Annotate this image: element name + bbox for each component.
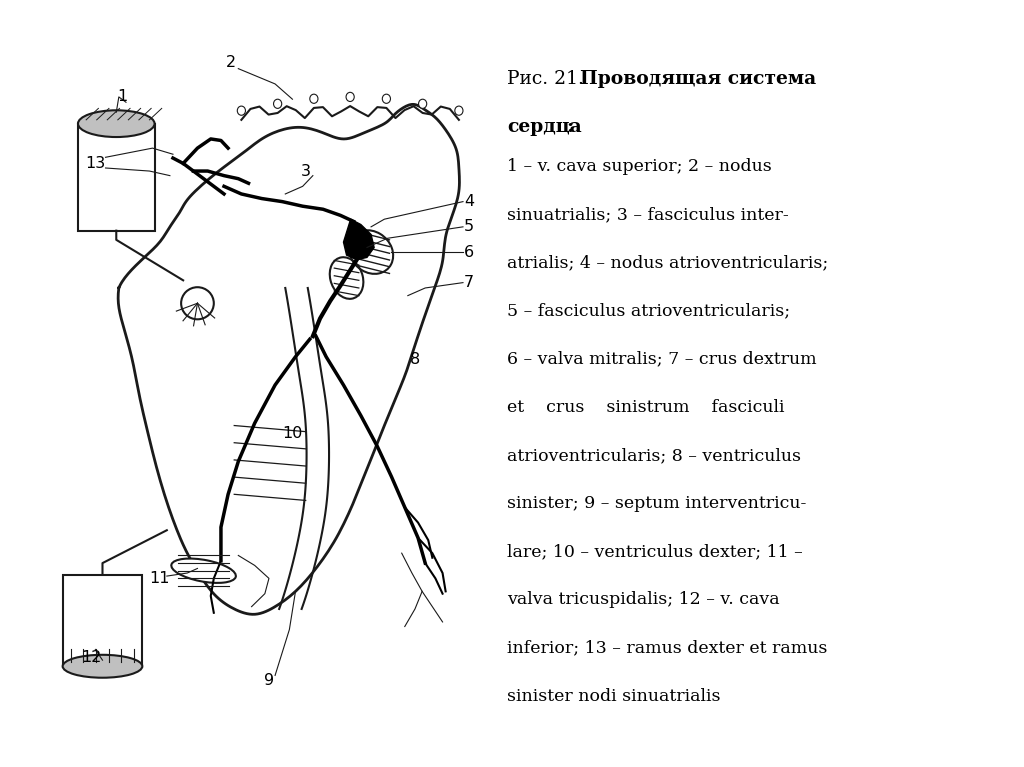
Text: 6: 6 bbox=[464, 245, 474, 259]
Text: sinister nodi sinuatrialis: sinister nodi sinuatrialis bbox=[507, 688, 721, 705]
Ellipse shape bbox=[346, 92, 354, 101]
Ellipse shape bbox=[310, 94, 318, 104]
Text: 13: 13 bbox=[85, 156, 105, 171]
Ellipse shape bbox=[181, 287, 214, 319]
Ellipse shape bbox=[382, 94, 390, 104]
Text: 5: 5 bbox=[464, 219, 474, 235]
Text: lare; 10 – ventriculus dexter; 11 –: lare; 10 – ventriculus dexter; 11 – bbox=[507, 543, 803, 560]
Text: atrioventricularis; 8 – ventriculus: atrioventricularis; 8 – ventriculus bbox=[507, 447, 801, 464]
Text: atrialis; 4 – nodus atrioventricularis;: atrialis; 4 – nodus atrioventricularis; bbox=[507, 255, 828, 272]
Text: valva tricuspidalis; 12 – v. cava: valva tricuspidalis; 12 – v. cava bbox=[507, 591, 779, 608]
Text: 3: 3 bbox=[301, 163, 310, 179]
Ellipse shape bbox=[455, 106, 463, 115]
Text: et    crus    sinistrum    fasciculi: et crus sinistrum fasciculi bbox=[507, 399, 784, 416]
Ellipse shape bbox=[330, 257, 364, 299]
Text: 12: 12 bbox=[81, 650, 101, 664]
Text: 10: 10 bbox=[283, 426, 303, 441]
Text: sinister; 9 – septum interventricu-: sinister; 9 – septum interventricu- bbox=[507, 495, 806, 512]
Text: 1: 1 bbox=[117, 90, 127, 104]
Ellipse shape bbox=[78, 110, 155, 137]
Polygon shape bbox=[118, 104, 460, 614]
Text: :: : bbox=[566, 117, 573, 136]
Text: inferior; 13 – ramus dexter et ramus: inferior; 13 – ramus dexter et ramus bbox=[507, 640, 827, 657]
Bar bbox=[78, 123, 155, 231]
Ellipse shape bbox=[419, 99, 427, 108]
Text: 8: 8 bbox=[410, 351, 420, 367]
Ellipse shape bbox=[171, 558, 236, 583]
Text: 4: 4 bbox=[464, 194, 474, 209]
Text: 2: 2 bbox=[226, 55, 237, 70]
Text: сердца: сердца bbox=[507, 117, 582, 136]
Text: sinuatrialis; 3 – fasciculus inter-: sinuatrialis; 3 – fasciculus inter- bbox=[507, 206, 788, 223]
Text: 11: 11 bbox=[150, 571, 170, 586]
Text: 1 – v. cava superior; 2 – nodus: 1 – v. cava superior; 2 – nodus bbox=[507, 158, 772, 175]
Text: 6 – valva mitralis; 7 – crus dextrum: 6 – valva mitralis; 7 – crus dextrum bbox=[507, 351, 816, 367]
Ellipse shape bbox=[273, 99, 282, 108]
Bar bbox=[62, 574, 142, 667]
Text: 9: 9 bbox=[264, 673, 274, 687]
Polygon shape bbox=[343, 219, 374, 260]
Text: 5 – fasciculus atrioventricularis;: 5 – fasciculus atrioventricularis; bbox=[507, 302, 791, 320]
Ellipse shape bbox=[238, 106, 246, 115]
Text: Проводящая система: Проводящая система bbox=[581, 70, 816, 88]
Ellipse shape bbox=[62, 655, 142, 678]
Text: Рис. 21.: Рис. 21. bbox=[507, 70, 590, 88]
Text: 7: 7 bbox=[464, 275, 474, 290]
